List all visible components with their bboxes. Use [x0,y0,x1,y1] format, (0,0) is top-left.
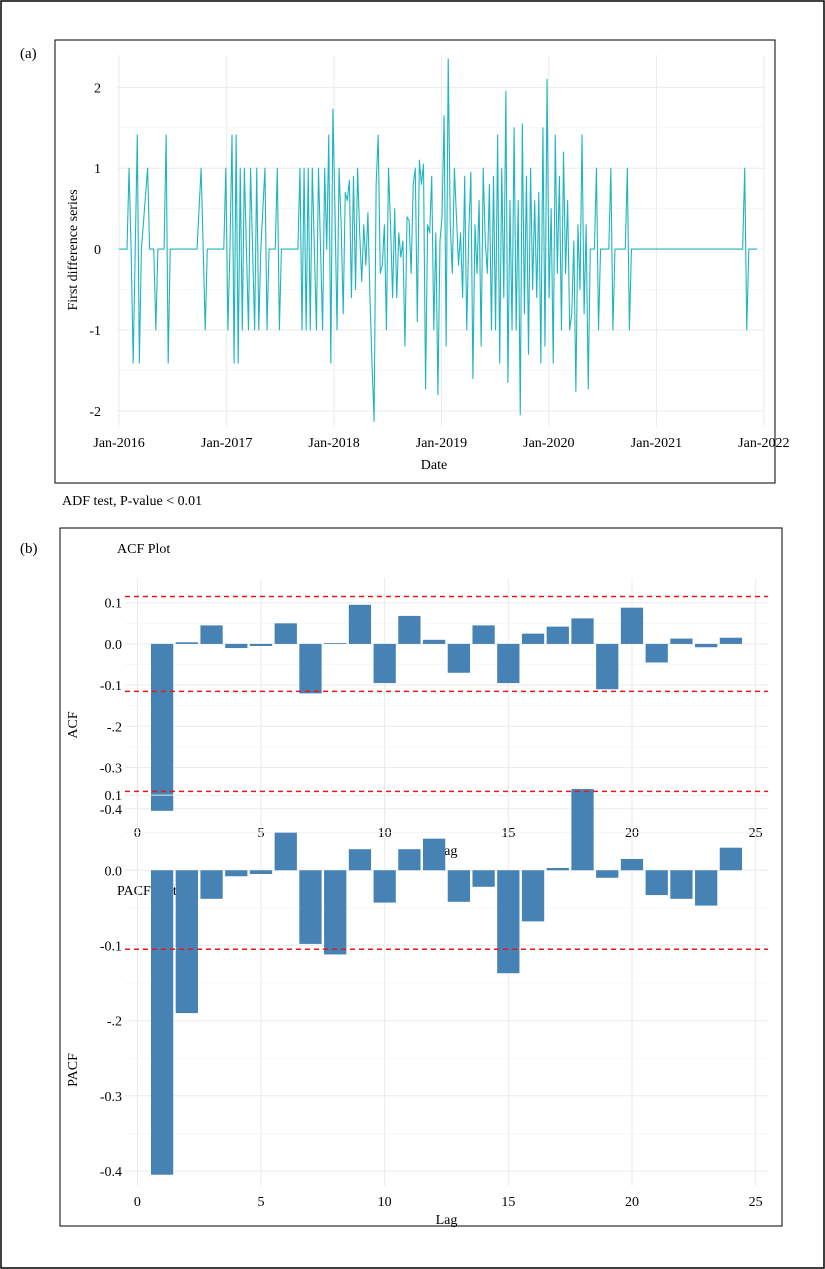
y-tick-label: 2 [94,81,101,96]
series-line [119,58,758,422]
bar [645,643,668,663]
x-tick-label: Jan-2016 [93,436,144,451]
bar [225,643,248,649]
bar [348,849,372,871]
bar [719,847,743,871]
panel-b-frame [59,527,783,1227]
y-tick-label: -0.1 [100,679,122,694]
x-tick-label: 5 [258,1195,265,1210]
x-axis-title: Lag [436,1213,458,1228]
bar [200,870,223,899]
bar [423,838,446,871]
y-tick-label: 0 [94,243,101,258]
x-tick-label: 10 [378,1195,392,1210]
bar [472,870,495,887]
bar [150,870,174,1175]
first-difference-chart: 2 1 0 -1 -2 Jan-2016 Jan-2017 Jan-2018 Jan-2019 J… [66,55,789,473]
bar [620,858,644,871]
bar [324,643,347,644]
bar [695,643,718,648]
x-tick-label: Jan-2020 [523,436,574,451]
bar [200,625,223,644]
bar [472,625,495,644]
y-axis-title: PACF [66,1053,81,1087]
y-tick-label: -2 [89,405,101,420]
panel-b-label: (b) [20,541,38,557]
bar [497,643,520,684]
y-tick-label: -0.3 [100,1090,122,1105]
x-tick-label: Jan-2019 [416,436,467,451]
bar [497,870,520,974]
y-tick-label: -1 [89,324,101,339]
x-tick-label: 0 [134,1195,141,1210]
bar [596,870,619,878]
x-tick-label: 20 [625,1195,639,1210]
adf-caption: ADF test, P-value < 0.01 [62,494,202,509]
bar [571,789,594,871]
bar [645,870,668,896]
bar [398,849,421,871]
bar [373,643,396,684]
bar [348,604,372,644]
y-tick-label: -0.4 [100,803,122,818]
bar [447,643,470,673]
bar [423,639,446,644]
bar [274,832,297,871]
y-tick-label: -.2 [107,720,122,735]
bar [620,607,644,644]
bar [150,643,174,811]
bar [546,626,569,644]
y-tick-label: 0.1 [105,789,123,804]
y-tick-label: -0.3 [100,762,122,777]
y-tick-label: 1 [94,162,101,177]
y-tick-label: -0.4 [100,1165,122,1180]
bar [249,643,273,646]
x-tick-label: Jan-2021 [631,436,682,451]
bar [398,615,421,644]
bar [719,637,743,644]
x-tick-label: Jan-2022 [738,436,789,451]
x-tick-label: 15 [501,1195,515,1210]
bar [175,870,198,1014]
x-axis-title: Date [421,458,447,473]
bar [596,643,619,690]
panel-a-frame [54,39,776,484]
chart-title: ACF Plot [117,542,170,557]
y-tick-label: -0.1 [100,939,122,954]
bar [373,870,396,903]
bar [447,870,470,902]
bar [274,623,297,644]
bar [670,638,693,644]
y-tick-label: 0.1 [105,597,123,612]
bar [546,867,569,871]
bar [299,643,322,694]
bar [670,870,693,899]
x-tick-label: Jan-2017 [201,436,252,451]
bar [521,633,545,644]
bar [299,870,322,944]
acf-chart: ACF Plot0.10.0-0.1-.2-0.3-0.40510152025L… [66,542,768,859]
bar [521,870,545,922]
bar [175,642,198,644]
bar [249,870,273,875]
bar [695,870,718,906]
bar [571,618,594,644]
bar [324,870,347,955]
y-axis-title: ACF [66,711,81,738]
x-tick-label: 25 [749,1195,763,1210]
panel-a-label: (a) [20,46,37,62]
x-tick-label: Jan-2018 [308,436,359,451]
y-tick-label: 0.0 [105,638,123,653]
y-axis-title: First difference series [66,189,81,310]
y-tick-label: -.2 [107,1015,122,1030]
bar [225,870,248,877]
y-tick-label: 0.0 [105,864,123,879]
